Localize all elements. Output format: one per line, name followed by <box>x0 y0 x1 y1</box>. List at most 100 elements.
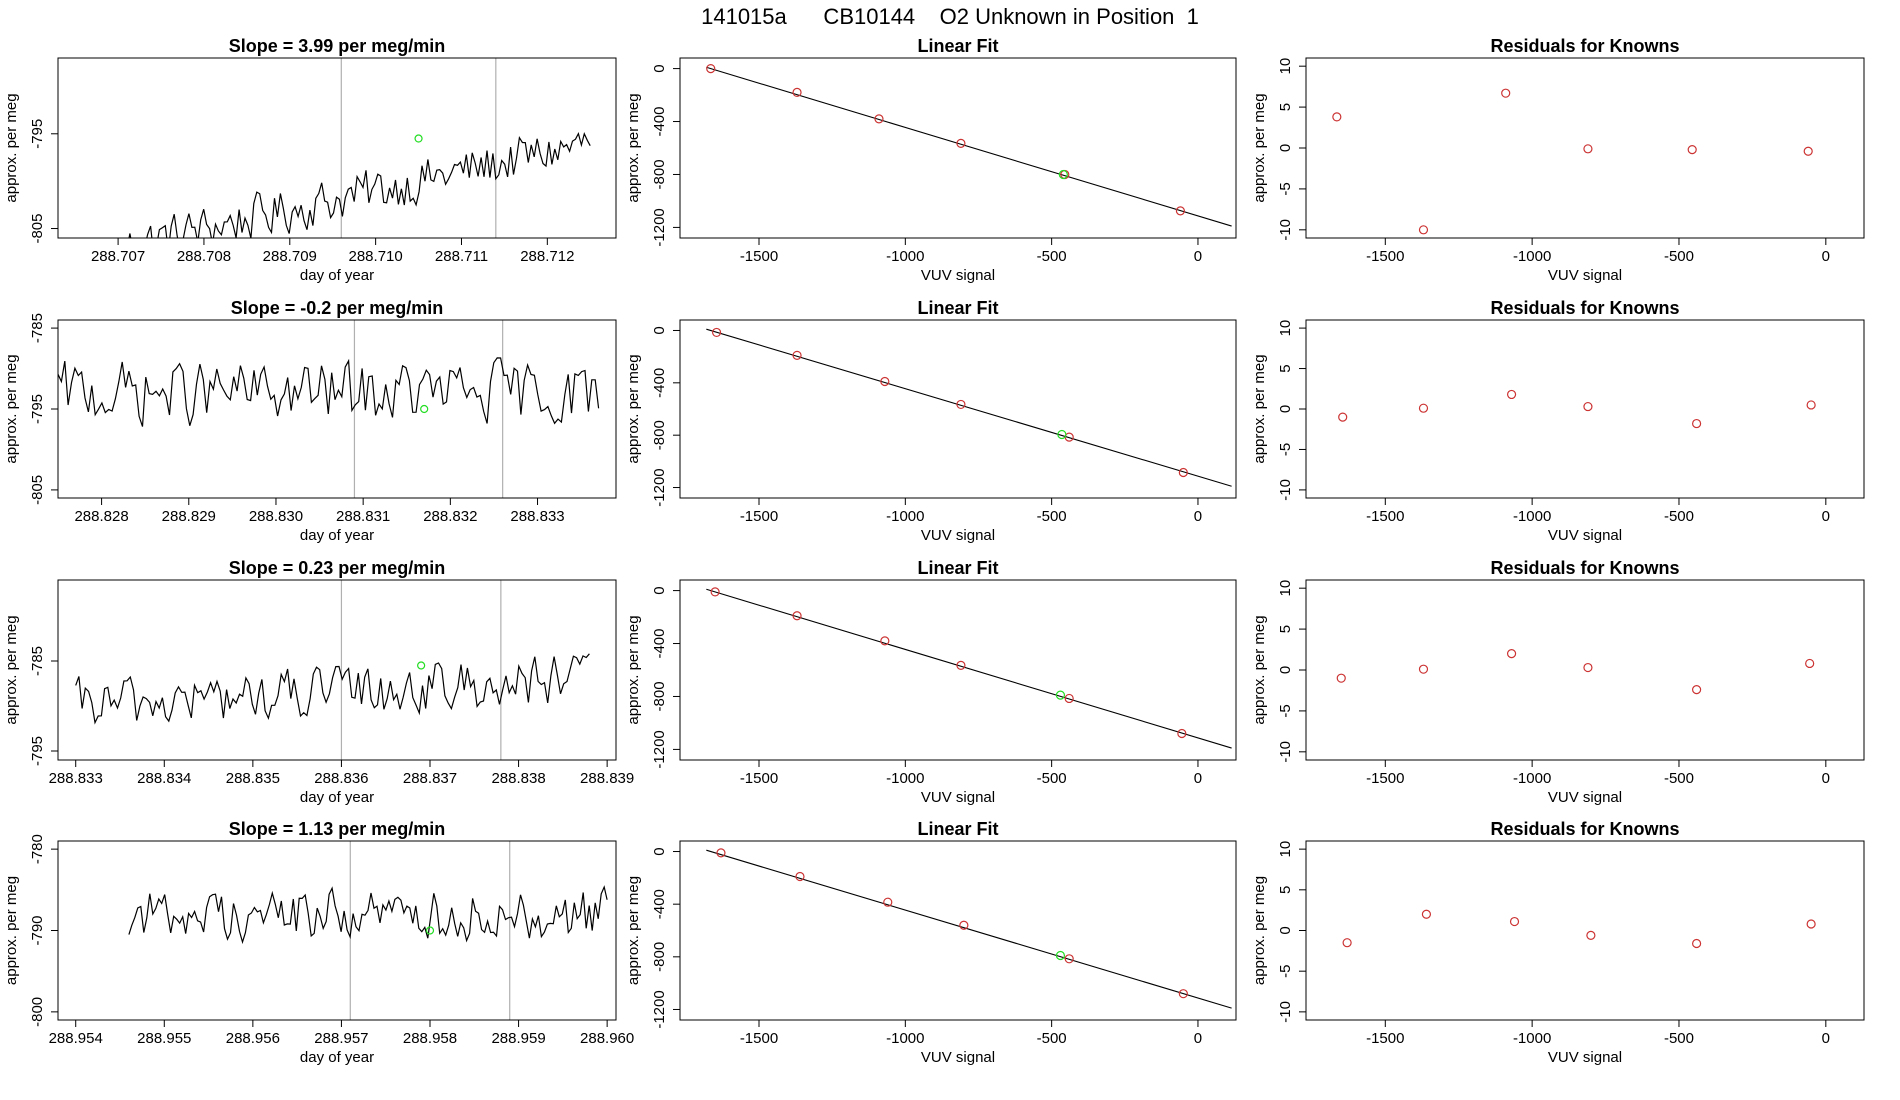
y-tick-label: -795 <box>29 394 46 424</box>
x-tick-label: -1500 <box>1366 770 1404 787</box>
y-axis-label: approx. per meg <box>625 615 642 724</box>
known-point <box>1177 728 1187 739</box>
x-axis-label: VUV signal <box>921 267 995 284</box>
x-tick-label: 288.707 <box>91 248 145 265</box>
x-tick-label: -1000 <box>1513 770 1551 787</box>
known-point <box>1509 916 1520 927</box>
y-tick-label: -5 <box>1277 443 1294 456</box>
unknown-point <box>1058 169 1068 180</box>
plot-area <box>75 580 590 760</box>
y-tick-label: -5 <box>1277 704 1294 717</box>
known-point <box>959 920 969 930</box>
x-tick-label: 288.958 <box>403 1030 457 1047</box>
x-tick-label: 288.708 <box>177 248 231 265</box>
known-point <box>874 114 884 124</box>
x-tick-label: -500 <box>1664 248 1694 265</box>
y-tick-label: -780 <box>29 834 46 864</box>
known-point <box>711 327 722 338</box>
x-tick-label: 288.828 <box>74 508 128 525</box>
y-tick-label: 0 <box>651 847 668 855</box>
known-point <box>795 871 805 882</box>
plot-area <box>58 320 600 498</box>
y-tick-label: -790 <box>29 915 46 945</box>
known-point <box>1178 989 1188 999</box>
y-tick-label: 0 <box>651 326 668 334</box>
x-tick-label: 288.709 <box>263 248 317 265</box>
y-axis-label: approx. per meg <box>625 354 642 463</box>
y-tick-label: 5 <box>1277 364 1294 372</box>
plot-frame <box>1305 579 1865 761</box>
fit-line <box>706 328 1232 487</box>
unknown-point <box>414 134 423 143</box>
y-tick-label: -5 <box>1277 965 1294 978</box>
x-axis-label: VUV signal <box>1548 267 1622 284</box>
x-tick-label: -1500 <box>1366 1030 1404 1047</box>
panel-2-0: Slope = 0.23 per meg/min 288.833 288.834 28… <box>3 558 634 806</box>
known-point <box>792 350 802 360</box>
y-tick-label: -800 <box>651 420 668 450</box>
x-tick-label: 288.960 <box>580 1030 634 1047</box>
x-tick-label: 288.955 <box>137 1030 191 1047</box>
x-tick-label: 288.710 <box>349 248 403 265</box>
panel-title: Residuals for Knowns <box>1490 298 1679 318</box>
plot-frame <box>1305 319 1865 499</box>
plot-frame <box>57 319 617 499</box>
plot-frame <box>679 57 1237 239</box>
y-axis-label: approx. per meg <box>3 93 20 202</box>
x-tick-label: 288.829 <box>162 508 216 525</box>
y-tick-label: -5 <box>1277 182 1294 195</box>
unknown-point <box>420 404 429 414</box>
y-axis-label: approx. per meg <box>1251 354 1268 463</box>
known-point <box>1691 418 1702 429</box>
data-trace <box>58 357 600 427</box>
known-point <box>880 636 890 646</box>
known-point <box>1332 112 1342 122</box>
x-tick-label: -1000 <box>1513 1030 1551 1047</box>
x-tick-label: -1500 <box>740 508 778 525</box>
known-point <box>792 87 802 98</box>
plot-area <box>706 587 1232 749</box>
y-axis-label: approx. per meg <box>3 354 20 463</box>
x-tick-label: 288.839 <box>580 770 634 787</box>
x-tick-label: 288.837 <box>403 770 457 787</box>
y-tick-label: 10 <box>1277 841 1294 858</box>
known-point <box>1687 145 1697 155</box>
plot-area <box>706 63 1232 227</box>
x-axis-label: day of year <box>300 1049 374 1066</box>
y-tick-label: 0 <box>1277 405 1294 413</box>
y-tick-label: -10 <box>1277 219 1294 241</box>
y-tick-label: -10 <box>1277 479 1294 501</box>
x-tick-label: -1500 <box>740 770 778 787</box>
y-axis-label: approx. per meg <box>3 876 20 985</box>
panel-title: Linear Fit <box>917 298 998 318</box>
x-tick-label: 0 <box>1194 508 1202 525</box>
known-point <box>1803 146 1813 156</box>
plot-frame <box>1305 840 1865 1021</box>
x-tick-label: -500 <box>1037 770 1067 787</box>
x-tick-label: 288.833 <box>510 508 564 525</box>
plot-frame <box>679 319 1237 499</box>
plot-area <box>1342 909 1816 949</box>
y-tick-label: -400 <box>651 629 668 659</box>
fit-line <box>706 849 1232 1009</box>
y-tick-label: -800 <box>651 159 668 189</box>
x-tick-label: -500 <box>1037 508 1067 525</box>
plot-area <box>1332 88 1813 235</box>
panel-title: Slope = 3.99 per meg/min <box>229 36 446 56</box>
x-tick-label: -1000 <box>886 248 924 265</box>
plot-frame <box>1305 57 1865 239</box>
known-point <box>1418 664 1429 674</box>
y-tick-label: -800 <box>29 997 46 1027</box>
y-tick-label: -795 <box>29 119 46 149</box>
known-point <box>1583 401 1593 412</box>
unknown-point <box>1057 429 1067 440</box>
known-point <box>1506 649 1517 659</box>
known-point <box>1806 919 1816 929</box>
x-tick-label: -1000 <box>886 770 924 787</box>
x-axis-label: VUV signal <box>1548 789 1622 806</box>
x-tick-label: 0 <box>1822 770 1830 787</box>
panel-title: Slope = 0.23 per meg/min <box>229 558 446 578</box>
x-tick-label: 288.838 <box>491 770 545 787</box>
plot-frame <box>57 57 617 239</box>
data-trace <box>128 885 608 945</box>
